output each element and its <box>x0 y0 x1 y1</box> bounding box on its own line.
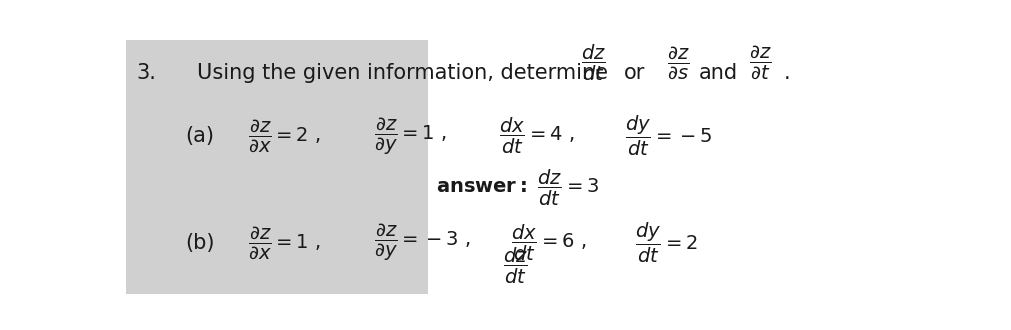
Text: $\mathbf{answer:}\ \dfrac{dz}{dt} = 3$: $\mathbf{answer:}\ \dfrac{dz}{dt} = 3$ <box>436 168 599 208</box>
Text: and: and <box>699 63 737 82</box>
Text: .: . <box>783 63 790 82</box>
Text: (a): (a) <box>185 126 214 146</box>
Text: 3.: 3. <box>135 63 156 82</box>
Text: $\dfrac{\partial z}{\partial x} = 1\ ,$: $\dfrac{\partial z}{\partial x} = 1\ ,$ <box>248 225 320 261</box>
Text: (b): (b) <box>185 233 214 253</box>
Text: $\dfrac{\partial z}{\partial y} = -3\ ,$: $\dfrac{\partial z}{\partial y} = -3\ ,$ <box>373 222 470 263</box>
Text: $\dfrac{dy}{dt} = 2$: $\dfrac{dy}{dt} = 2$ <box>634 221 697 265</box>
Text: or: or <box>624 63 645 82</box>
Text: $\dfrac{dy}{dt} = -5$: $\dfrac{dy}{dt} = -5$ <box>624 114 711 158</box>
Text: $\dfrac{\partial z}{\partial t}$: $\dfrac{\partial z}{\partial t}$ <box>748 44 770 81</box>
Text: $\dfrac{dz}{dt}$: $\dfrac{dz}{dt}$ <box>502 246 528 286</box>
Text: $\dfrac{\partial z}{\partial x} = 2\ ,$: $\dfrac{\partial z}{\partial x} = 2\ ,$ <box>248 118 320 154</box>
Text: $\dfrac{dx}{dt} = 4\ ,$: $\dfrac{dx}{dt} = 4\ ,$ <box>498 116 574 156</box>
Text: $\dfrac{\partial z}{\partial y} = 1\ ,$: $\dfrac{\partial z}{\partial y} = 1\ ,$ <box>373 115 446 157</box>
Text: $\dfrac{\partial z}{\partial s}$: $\dfrac{\partial z}{\partial s}$ <box>666 44 688 81</box>
Text: Using the given information, determine: Using the given information, determine <box>197 63 608 82</box>
FancyBboxPatch shape <box>126 40 428 294</box>
Text: $\dfrac{dz}{dt}$: $\dfrac{dz}{dt}$ <box>580 43 605 82</box>
Text: $\dfrac{dx}{dt} = 6\ ,$: $\dfrac{dx}{dt} = 6\ ,$ <box>511 223 585 263</box>
